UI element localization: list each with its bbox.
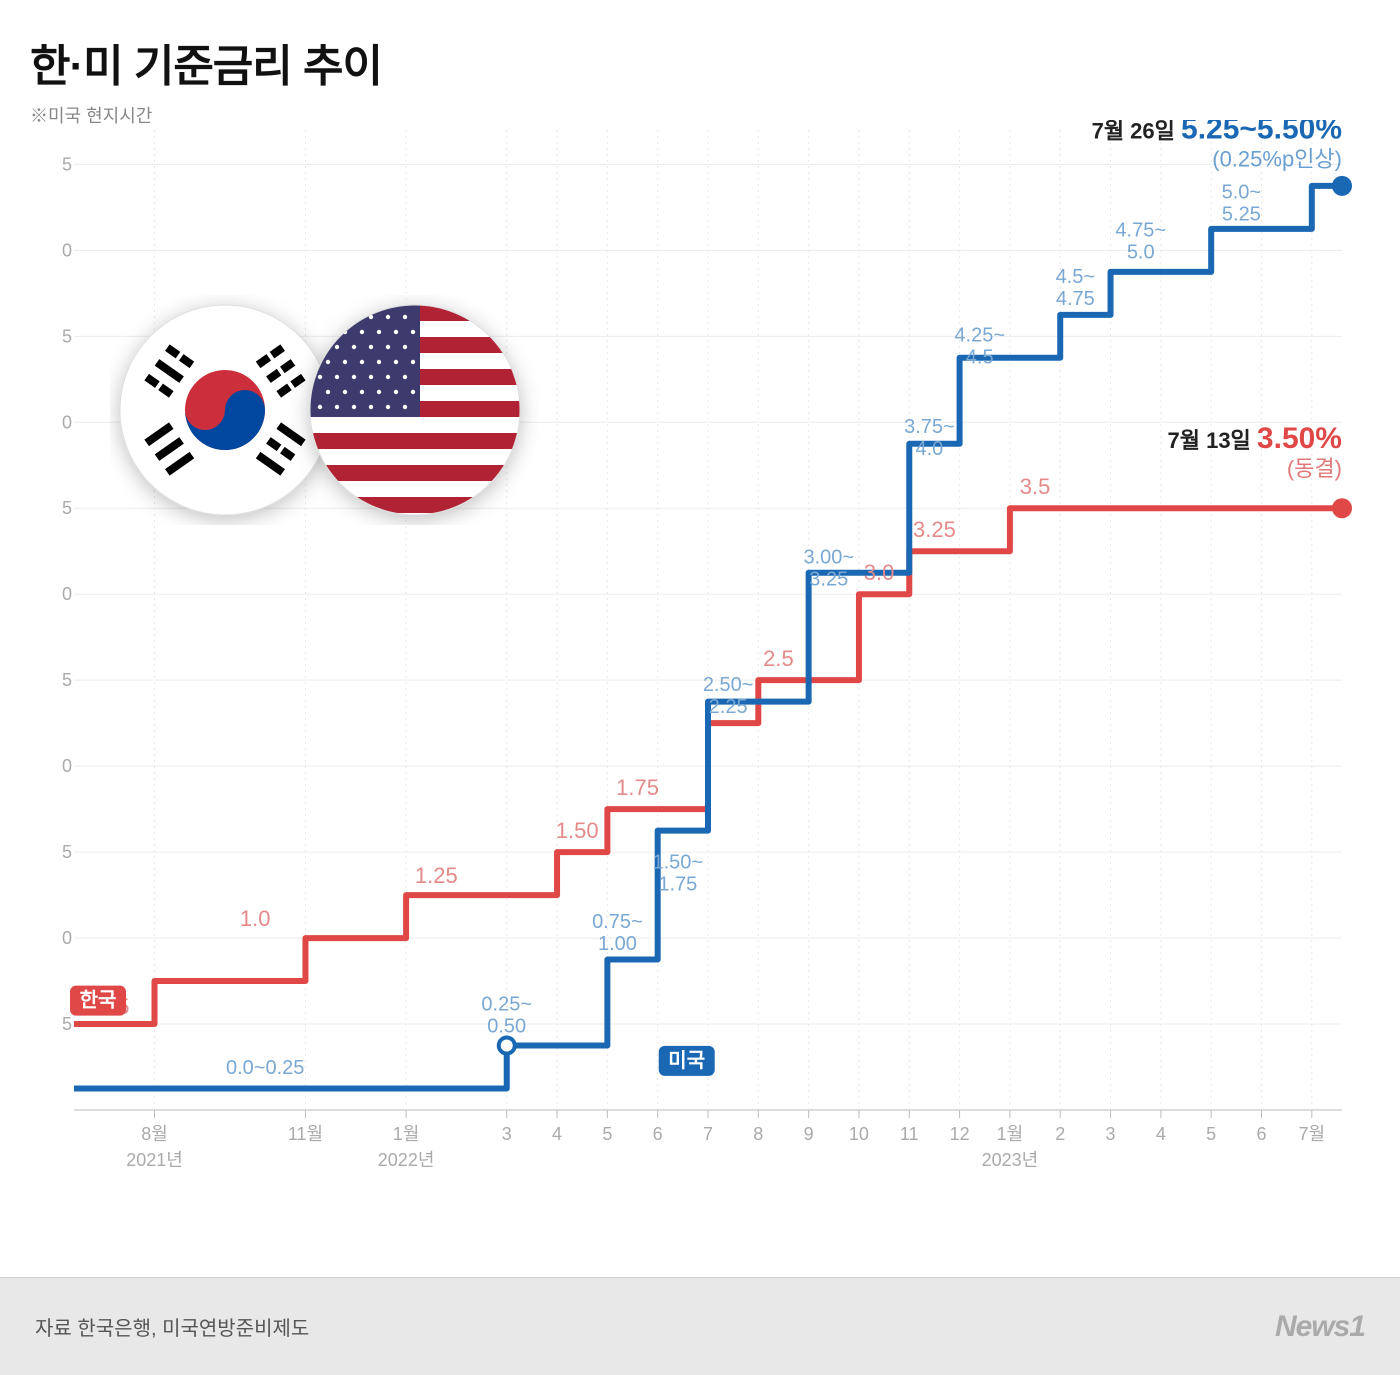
chart-area: 0.5 1.0 1.5 2.0 2.5 3.0 3.5 4.0 4.5 5.0 5.5 8월 11월 1월… [62, 120, 1362, 1205]
svg-text:0.0~0.25: 0.0~0.25 [226, 1057, 304, 1079]
svg-text:(0.25%p인상): (0.25%p인상) [1212, 147, 1342, 172]
svg-text:9: 9 [804, 1124, 814, 1144]
svg-text:4.0: 4.0 [62, 412, 72, 432]
svg-text:2022년: 2022년 [378, 1150, 435, 1170]
source-label: 자료 [35, 1318, 72, 1340]
svg-text:0.75~1.00: 0.75~1.00 [592, 911, 643, 955]
svg-text:5.5: 5.5 [62, 154, 72, 174]
svg-text:3.5: 3.5 [62, 498, 72, 518]
svg-text:3.5: 3.5 [1020, 474, 1051, 499]
svg-text:4.5~4.75: 4.5~4.75 [1056, 266, 1095, 310]
footer: 자료 한국은행, 미국연방준비제도 News1 [0, 1277, 1400, 1375]
svg-text:3.25: 3.25 [913, 517, 956, 542]
svg-text:11: 11 [900, 1124, 919, 1144]
chart-title: 한·미 기준금리 추이 [30, 30, 1370, 94]
svg-text:3: 3 [1106, 1124, 1116, 1144]
svg-text:1.50: 1.50 [556, 818, 599, 843]
svg-text:1.75: 1.75 [616, 775, 659, 800]
svg-text:4: 4 [552, 1124, 562, 1144]
svg-text:1월: 1월 [393, 1124, 420, 1144]
svg-text:6: 6 [653, 1124, 663, 1144]
svg-text:10: 10 [849, 1124, 869, 1144]
svg-text:5: 5 [602, 1124, 612, 1144]
svg-text:8월: 8월 [141, 1124, 168, 1144]
svg-text:3.0: 3.0 [864, 560, 895, 585]
news1-logo: News1 [1275, 1310, 1365, 1344]
svg-text:6: 6 [1256, 1124, 1266, 1144]
svg-text:(동결): (동결) [1287, 456, 1342, 481]
svg-text:7월 13일 3.50%: 7월 13일 3.50% [1168, 422, 1343, 455]
svg-text:1.5: 1.5 [62, 842, 72, 862]
svg-text:5: 5 [1206, 1124, 1216, 1144]
svg-text:7월: 7월 [1299, 1124, 1326, 1144]
svg-text:3: 3 [502, 1124, 512, 1144]
svg-text:4.5: 4.5 [62, 326, 72, 346]
svg-text:8: 8 [753, 1124, 763, 1144]
svg-text:1.25: 1.25 [415, 863, 458, 888]
svg-text:1월: 1월 [997, 1124, 1024, 1144]
svg-text:한국: 한국 [80, 989, 117, 1012]
svg-text:0.25~0.50: 0.25~0.50 [481, 994, 532, 1038]
svg-text:5.0: 5.0 [62, 240, 72, 260]
svg-text:5.0~5.25: 5.0~5.25 [1222, 182, 1261, 226]
step-chart: 0.5 1.0 1.5 2.0 2.5 3.0 3.5 4.0 4.5 5.0 5.5 8월 11월 1월… [62, 120, 1362, 1205]
source-text: 자료 한국은행, 미국연방준비제도 [35, 1312, 309, 1341]
svg-text:미국: 미국 [668, 1049, 705, 1072]
svg-text:3.00~3.25: 3.00~3.25 [803, 547, 854, 591]
svg-text:2023년: 2023년 [982, 1150, 1039, 1170]
svg-text:2: 2 [1055, 1124, 1065, 1144]
svg-text:0.5: 0.5 [62, 1014, 72, 1034]
header: 한·미 기준금리 추이 ※미국 현지시간 [0, 0, 1400, 128]
svg-text:1.50~1.75: 1.50~1.75 [653, 852, 704, 896]
svg-text:2.50~2.25: 2.50~2.25 [703, 674, 754, 718]
svg-text:7월 26일 5.25~5.50%: 7월 26일 5.25~5.50% [1092, 120, 1342, 146]
svg-text:4: 4 [1156, 1124, 1166, 1144]
svg-text:7: 7 [703, 1124, 713, 1144]
svg-text:2.5: 2.5 [763, 646, 794, 671]
svg-text:1.0: 1.0 [62, 928, 72, 948]
svg-text:12: 12 [950, 1124, 970, 1144]
svg-text:1.0: 1.0 [240, 906, 271, 931]
source-value: 한국은행, 미국연방준비제도 [77, 1318, 309, 1340]
svg-text:4.75~5.0: 4.75~5.0 [1115, 219, 1166, 263]
svg-text:11월: 11월 [288, 1124, 323, 1144]
svg-text:2.0: 2.0 [62, 756, 72, 776]
svg-text:2021년: 2021년 [126, 1150, 183, 1170]
svg-text:3.0: 3.0 [62, 584, 72, 604]
svg-text:2.5: 2.5 [62, 670, 72, 690]
chart-container: 한·미 기준금리 추이 ※미국 현지시간 0.5 1.0 1.5 2.0 2.5 3.0 3… [0, 0, 1400, 1375]
